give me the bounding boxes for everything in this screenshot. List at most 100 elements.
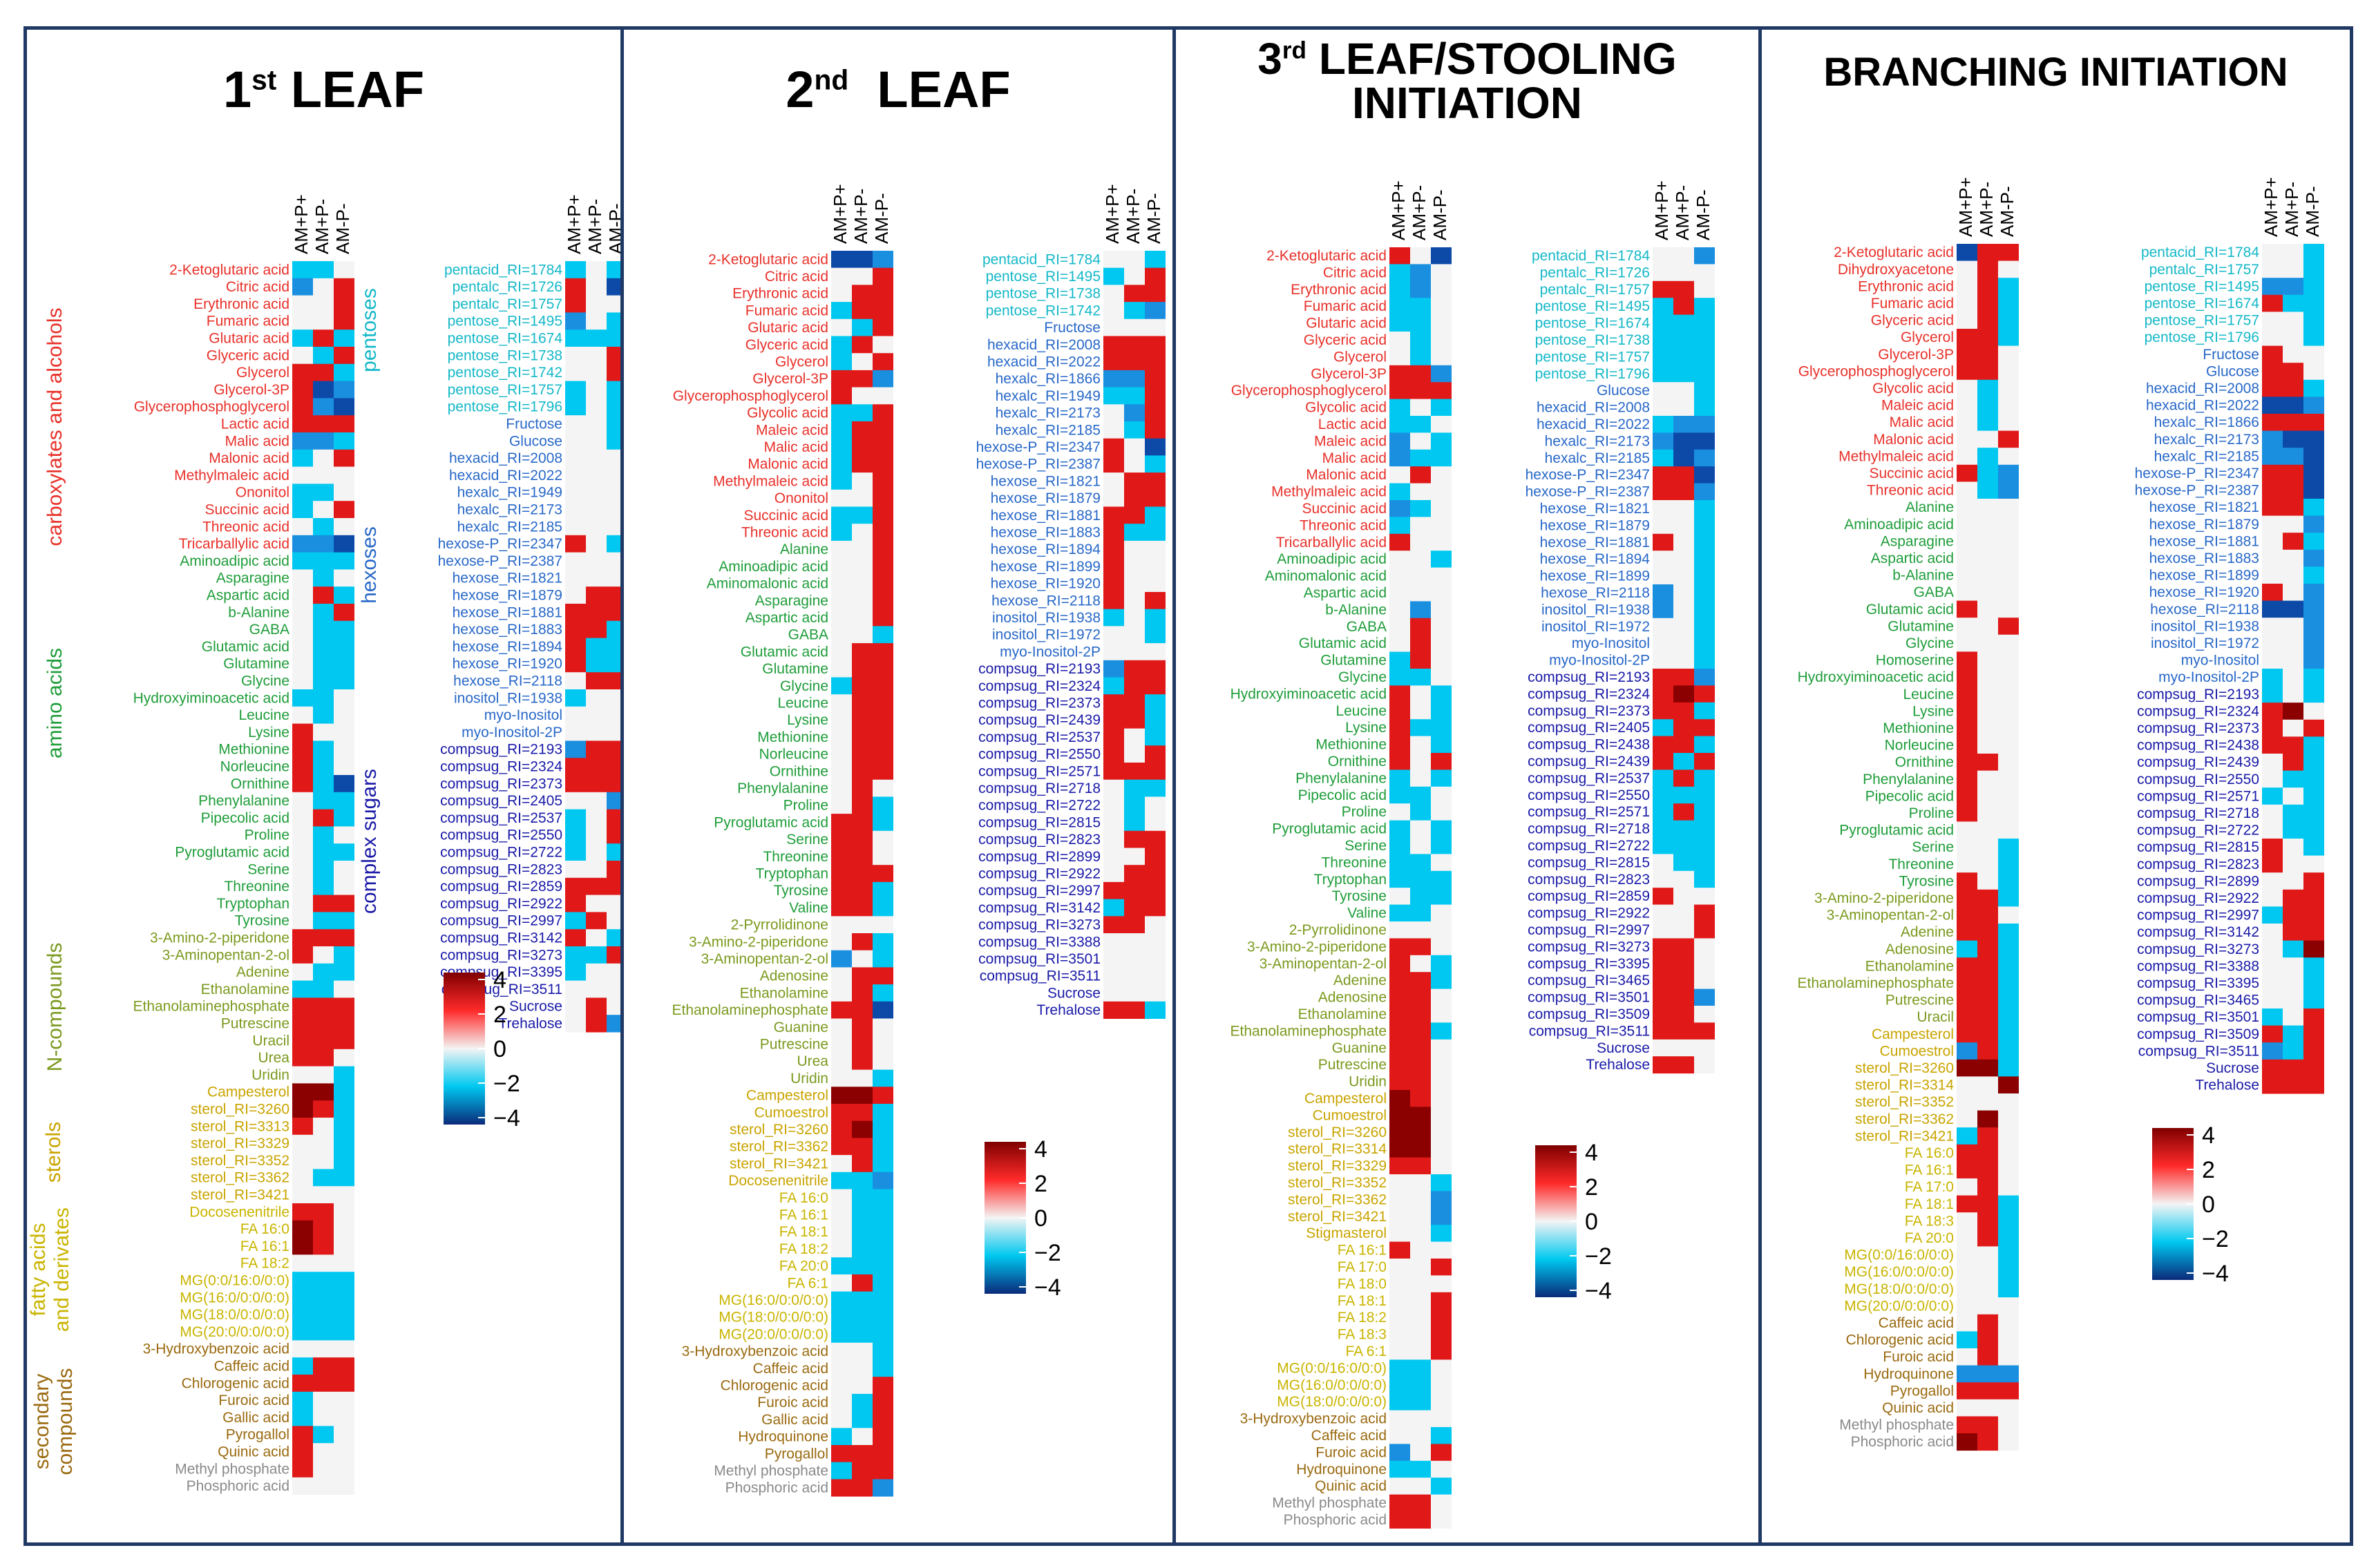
row-label: Valine xyxy=(789,900,828,916)
row-label: compsug_RI=2815 xyxy=(978,814,1101,830)
row-label: Citric acid xyxy=(226,279,289,295)
heat-cell xyxy=(2303,872,2324,890)
heat-cell xyxy=(1431,1427,1452,1444)
heat-cell xyxy=(1103,933,1124,951)
heat-cell xyxy=(1998,1433,2019,1451)
heat-cell xyxy=(607,843,620,861)
heat-cell xyxy=(1694,904,1715,922)
heat-cell xyxy=(852,609,873,627)
row-label: compsug_RI=2718 xyxy=(978,781,1101,796)
row-label: compsug_RI=2550 xyxy=(2137,772,2259,787)
heat-cell xyxy=(1653,601,1673,619)
heat-cell xyxy=(1145,763,1166,781)
heat-cell xyxy=(1431,584,1452,602)
row-label: compsug_RI=2718 xyxy=(1528,821,1650,837)
row-label: Erythronic acid xyxy=(1858,278,1954,294)
colorbar-tick-label: −2 xyxy=(2202,1226,2229,1252)
row-label: Pyrogallol xyxy=(226,1427,289,1443)
heat-cell xyxy=(565,569,586,587)
heat-cell xyxy=(852,779,873,797)
heat-cell xyxy=(831,1411,852,1428)
heat-cell xyxy=(1410,955,1431,973)
heat-cell xyxy=(565,347,586,365)
heat-cell xyxy=(1410,1494,1431,1512)
heat-cell xyxy=(831,1462,852,1480)
heat-cell xyxy=(1977,839,1998,857)
heat-cell xyxy=(292,1391,313,1410)
row-label: 3-Amino-2-piperidone xyxy=(1247,939,1387,955)
heat-cell xyxy=(831,575,852,593)
heat-cell xyxy=(1653,567,1673,585)
heat-cell xyxy=(1410,921,1431,939)
heat-cell xyxy=(586,861,607,879)
heat-cell xyxy=(1998,1331,2019,1349)
row-label: pentose_RI=1674 xyxy=(448,331,563,347)
colorbar-tick-label: 4 xyxy=(2202,1122,2215,1149)
heat-cell xyxy=(292,740,313,758)
heat-cell xyxy=(2283,974,2303,992)
heat-cell xyxy=(1103,387,1124,405)
row-label: Fumaric acid xyxy=(207,314,289,329)
row-label: compsug_RI=2722 xyxy=(978,798,1101,814)
heat-cell xyxy=(831,1257,852,1275)
heat-cell xyxy=(873,421,893,439)
heat-cell xyxy=(1389,1460,1410,1478)
heat-cell xyxy=(2303,515,2324,533)
heat-cell xyxy=(1389,483,1410,501)
row-label: Threonine xyxy=(1321,854,1387,870)
row-label: Furoic acid xyxy=(1883,1349,1954,1365)
figure-frame xyxy=(23,26,2353,1546)
heat-cell xyxy=(1653,332,1673,349)
row-label: Glycolic acid xyxy=(747,405,828,421)
heat-cell xyxy=(607,1015,620,1033)
heat-cell xyxy=(831,763,852,781)
heat-cell xyxy=(852,1223,873,1241)
heat-cell xyxy=(1410,803,1431,821)
heat-cell xyxy=(1998,634,2019,652)
heat-cell xyxy=(607,861,620,879)
column-header: AM+P- xyxy=(1672,185,1693,240)
heat-cell xyxy=(292,963,313,982)
row-label: hexose-P_RI=2387 xyxy=(1526,484,1650,500)
heat-cell xyxy=(586,415,607,433)
heat-cell xyxy=(852,1087,873,1105)
heat-cell xyxy=(1957,855,1977,873)
heat-cell xyxy=(334,655,354,673)
heat-cell xyxy=(873,1411,893,1428)
row-label: Lactic acid xyxy=(1318,417,1387,432)
heat-cell xyxy=(1103,336,1124,354)
colorbar-tick-label: −2 xyxy=(493,1071,520,1097)
heat-cell xyxy=(831,814,852,832)
heat-cell xyxy=(1977,618,1998,635)
heat-cell xyxy=(1389,669,1410,686)
heat-cell xyxy=(1694,399,1715,417)
row-label: hexose_RI=1879 xyxy=(1540,517,1650,533)
heat-cell xyxy=(1124,779,1145,797)
heat-cell xyxy=(334,946,354,964)
heat-cell xyxy=(831,1120,852,1138)
heat-cell xyxy=(1124,387,1145,405)
heat-cell xyxy=(2283,719,2303,737)
heat-cell xyxy=(1977,414,1998,432)
heat-cell xyxy=(334,586,354,604)
heat-cell xyxy=(313,329,334,347)
heat-cell xyxy=(1431,972,1452,990)
heat-cell xyxy=(1653,533,1673,551)
heat-cell xyxy=(1957,754,1977,772)
row-label: compsug_RI=3395 xyxy=(2137,975,2259,991)
heat-cell xyxy=(1389,517,1410,535)
heat-cell xyxy=(565,552,586,570)
row-label: hexalc_RI=2185 xyxy=(996,422,1101,438)
heat-cell xyxy=(831,1428,852,1446)
colorbar-tick-label: 0 xyxy=(493,1036,506,1062)
heat-cell xyxy=(1389,904,1410,922)
heat-cell xyxy=(1957,1059,1977,1077)
heat-cell xyxy=(334,347,354,365)
heat-cell xyxy=(1977,1314,1998,1332)
heat-cell xyxy=(2262,363,2283,381)
row-label: hexalc_RI=2173 xyxy=(1545,433,1650,449)
heat-cell xyxy=(1389,1259,1410,1276)
row-label: Docosenenitrile xyxy=(728,1173,828,1189)
heat-cell xyxy=(852,438,873,456)
heat-cell xyxy=(831,796,852,814)
